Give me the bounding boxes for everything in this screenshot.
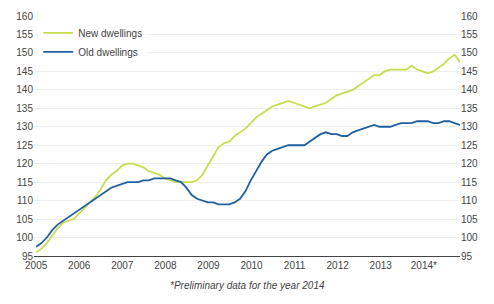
svg-text:145: 145 — [461, 66, 478, 77]
svg-text:New dwellings: New dwellings — [78, 28, 142, 39]
svg-text:125: 125 — [461, 140, 478, 151]
svg-text:110: 110 — [461, 195, 477, 206]
svg-text:2005: 2005 — [25, 260, 48, 271]
svg-text:140: 140 — [461, 84, 478, 95]
svg-text:115: 115 — [461, 177, 477, 188]
svg-text:100: 100 — [16, 232, 33, 243]
svg-text:160: 160 — [16, 11, 33, 22]
svg-text:130: 130 — [461, 121, 478, 132]
svg-text:105: 105 — [16, 214, 33, 225]
svg-text:2007: 2007 — [111, 260, 134, 271]
svg-text:2011: 2011 — [284, 260, 306, 271]
svg-text:2012: 2012 — [327, 260, 350, 271]
svg-text:95: 95 — [22, 251, 34, 262]
svg-text:2010: 2010 — [240, 260, 263, 271]
svg-text:105: 105 — [461, 214, 478, 225]
svg-text:95: 95 — [461, 251, 473, 262]
svg-text:115: 115 — [17, 177, 33, 188]
svg-text:110: 110 — [17, 195, 33, 206]
svg-text:2009: 2009 — [197, 260, 220, 271]
svg-text:155: 155 — [16, 29, 33, 40]
svg-text:135: 135 — [461, 103, 478, 114]
svg-text:155: 155 — [461, 29, 478, 40]
svg-text:100: 100 — [461, 232, 478, 243]
svg-text:120: 120 — [16, 158, 33, 169]
svg-text:2014*: 2014* — [411, 260, 437, 271]
svg-text:135: 135 — [16, 103, 33, 114]
svg-text:2008: 2008 — [154, 260, 177, 271]
svg-text:145: 145 — [16, 66, 33, 77]
svg-text:130: 130 — [16, 121, 33, 132]
svg-text:2013: 2013 — [370, 260, 393, 271]
svg-text:120: 120 — [461, 158, 478, 169]
svg-text:160: 160 — [461, 11, 478, 22]
svg-text:Old dwellings: Old dwellings — [78, 47, 137, 58]
svg-text:2006: 2006 — [68, 260, 91, 271]
svg-text:140: 140 — [16, 84, 33, 95]
svg-text:150: 150 — [16, 47, 33, 58]
svg-text:125: 125 — [16, 140, 33, 151]
svg-text:150: 150 — [461, 47, 478, 58]
svg-text:*Preliminary data for the year: *Preliminary data for the year 2014 — [170, 280, 325, 291]
